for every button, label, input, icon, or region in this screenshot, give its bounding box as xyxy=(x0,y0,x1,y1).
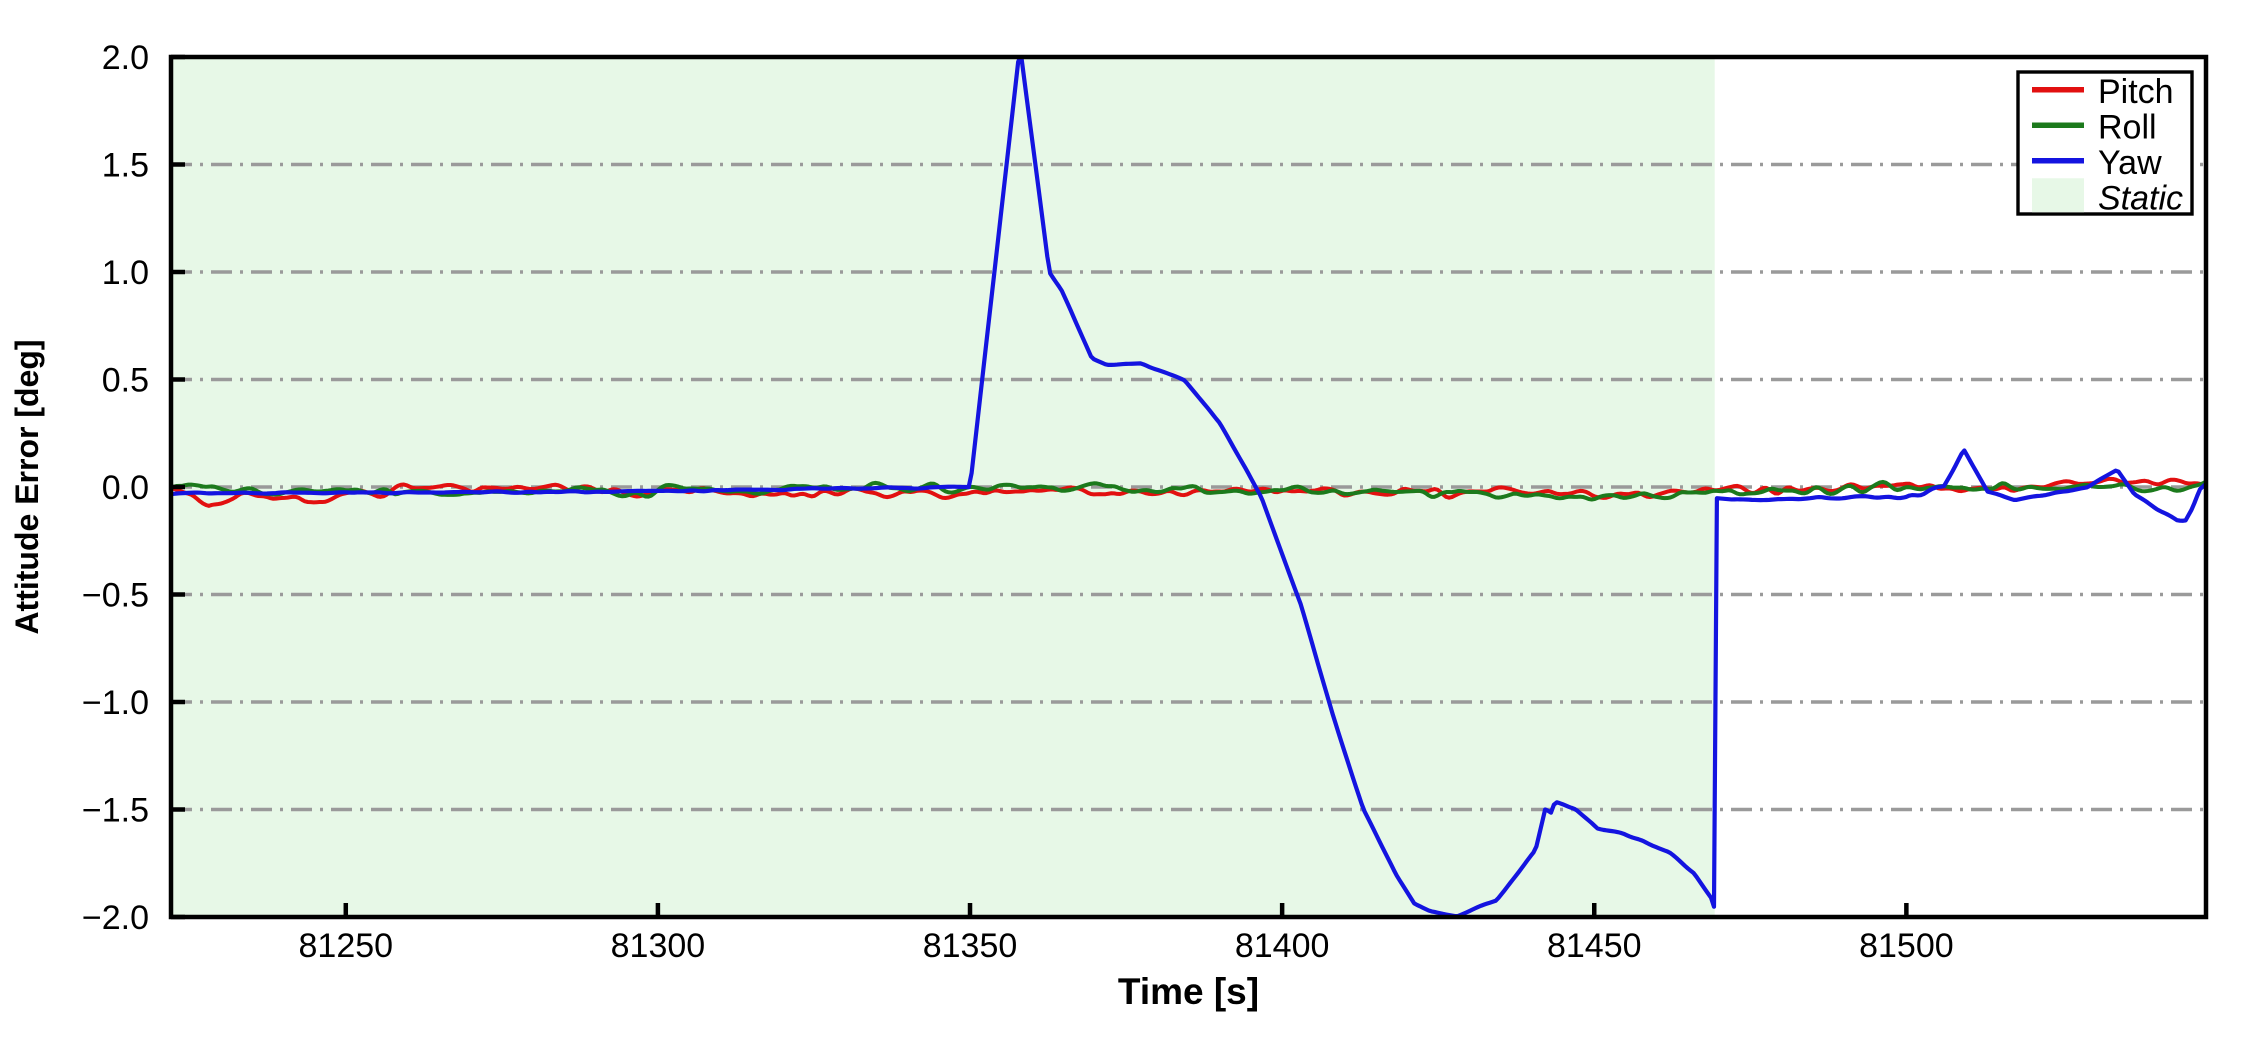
svg-text:81500: 81500 xyxy=(1859,927,1954,965)
svg-text:Yaw: Yaw xyxy=(2098,144,2162,182)
svg-text:Pitch: Pitch xyxy=(2098,73,2174,111)
svg-text:Roll: Roll xyxy=(2098,108,2157,146)
svg-text:−1.0: −1.0 xyxy=(82,684,149,722)
svg-text:Static: Static xyxy=(2098,179,2183,217)
svg-text:0.0: 0.0 xyxy=(102,469,149,507)
svg-text:Time [s]: Time [s] xyxy=(1118,971,1259,1012)
svg-text:−0.5: −0.5 xyxy=(82,577,149,615)
svg-text:−1.5: −1.5 xyxy=(82,792,149,830)
svg-text:2.0: 2.0 xyxy=(102,39,149,77)
svg-text:1.0: 1.0 xyxy=(102,254,149,292)
svg-text:−2.0: −2.0 xyxy=(82,899,149,937)
svg-text:81450: 81450 xyxy=(1547,927,1642,965)
svg-text:81400: 81400 xyxy=(1235,927,1330,965)
svg-text:0.5: 0.5 xyxy=(102,362,149,400)
svg-text:81350: 81350 xyxy=(923,927,1018,965)
svg-text:81250: 81250 xyxy=(299,927,394,965)
svg-text:81300: 81300 xyxy=(611,927,706,965)
svg-text:Attitude Error [deg]: Attitude Error [deg] xyxy=(9,339,45,634)
svg-text:1.5: 1.5 xyxy=(102,147,149,185)
